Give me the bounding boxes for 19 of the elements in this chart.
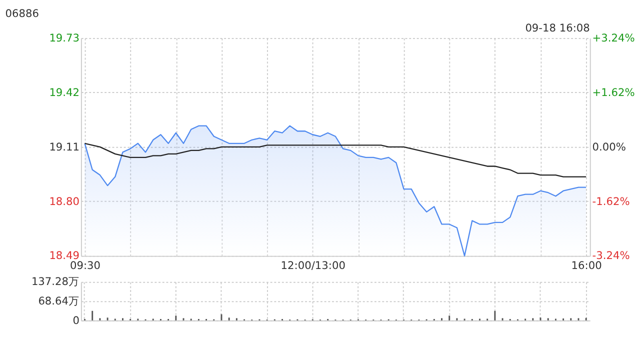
- y-tick-label: 0: [72, 314, 80, 327]
- y-tick-label: 19.73: [49, 32, 80, 44]
- x-tick-label: 12:00/13:00: [280, 260, 346, 272]
- y-tick-label: 19.42: [49, 86, 80, 99]
- text: 09-18 16:08: [525, 22, 590, 34]
- y-tick-label: 68.64万: [38, 296, 80, 308]
- y-tick-label: 18.80: [49, 196, 80, 208]
- y2-tick-label: -3.24%: [592, 250, 630, 262]
- y-tick-label: 137.28万: [31, 276, 80, 288]
- y2-tick-label: +1.62%: [592, 86, 635, 99]
- y-tick-label: 18.49: [49, 250, 80, 262]
- y-tick-label: 19.11: [49, 141, 80, 154]
- y2-tick-label: 0.00%: [592, 141, 626, 154]
- line-series: [84, 142, 587, 178]
- x-tick-label: 16:00: [571, 260, 602, 272]
- y2-tick-label: +3.24%: [592, 32, 635, 44]
- chart-title: 06886: [5, 8, 40, 20]
- y2-tick-label: -1.62%: [592, 196, 630, 208]
- x-tick-label: 09:30: [70, 260, 101, 272]
